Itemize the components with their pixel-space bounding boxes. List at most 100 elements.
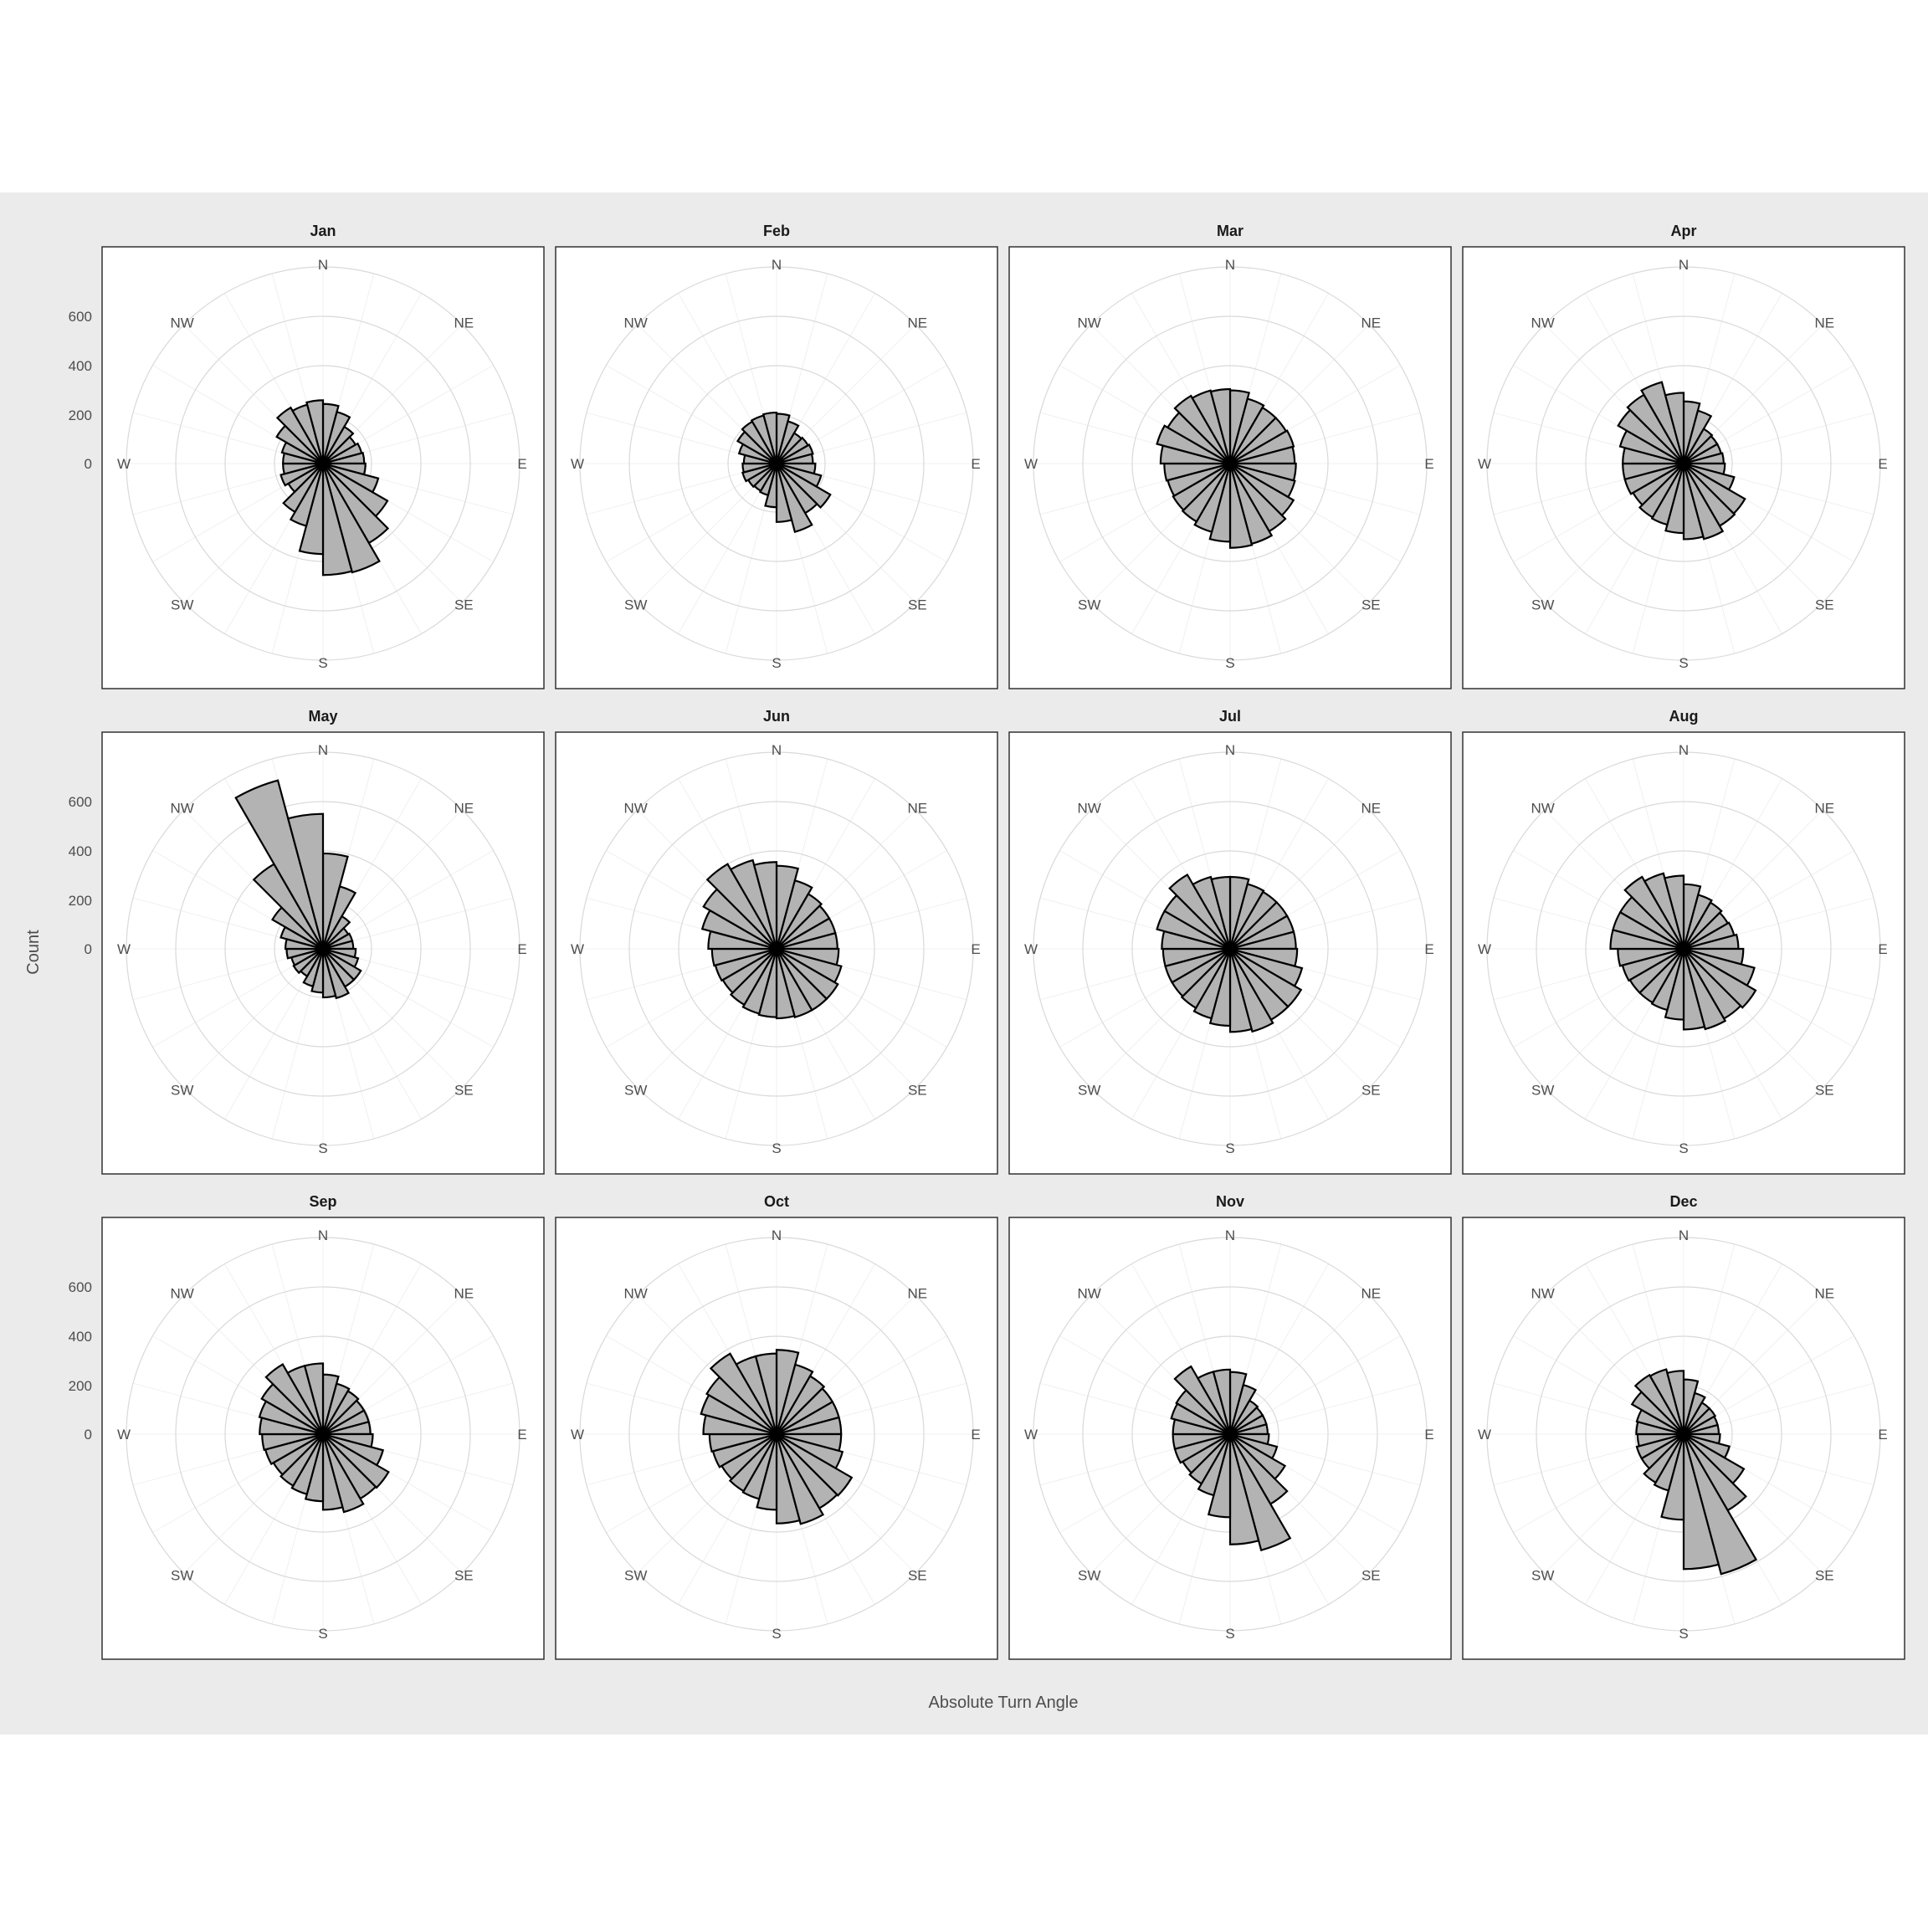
- rose-bar: [321, 463, 353, 577]
- rose-bar: [321, 948, 337, 999]
- grid-ring: [628, 801, 925, 1097]
- compass-label: E: [1424, 456, 1433, 472]
- panel-title: Oct: [764, 1193, 789, 1210]
- compass-label: NW: [1078, 315, 1101, 331]
- compass-label: SW: [1078, 597, 1100, 612]
- compass-label: N: [772, 257, 782, 273]
- rose-bar: [1173, 394, 1231, 464]
- rose-bar: [303, 1362, 325, 1435]
- grid-ring: [1033, 266, 1428, 661]
- compass-label: NW: [1078, 1286, 1101, 1302]
- compass-label: N: [772, 742, 782, 758]
- compass-label: W: [1478, 456, 1491, 472]
- compass-label: NE: [1361, 1286, 1381, 1302]
- rose-bar: [1172, 463, 1231, 512]
- compass-label: W: [117, 1427, 131, 1443]
- rose-bar: [741, 462, 777, 483]
- compass-label: W: [117, 456, 131, 472]
- compass-label: NE: [907, 801, 927, 817]
- rose-bar: [1228, 463, 1254, 549]
- y-axis-label: Count: [24, 930, 43, 975]
- grid-ring: [175, 315, 471, 612]
- compass-label: NW: [171, 315, 194, 331]
- panel-title: May: [308, 708, 337, 725]
- rose-bar: [322, 425, 355, 464]
- panel-feb: Feb N NE E SE S SW W NW: [555, 223, 998, 689]
- rose-bar: [322, 1389, 360, 1435]
- panel-title: Mar: [1217, 223, 1243, 239]
- compass-label: E: [1424, 1427, 1433, 1443]
- compass-label: SE: [908, 597, 927, 612]
- compass-label: S: [1679, 1140, 1688, 1156]
- rose-bar: [1180, 948, 1231, 1010]
- panel-title: Aug: [1669, 708, 1699, 725]
- panel-title: Jul: [1219, 708, 1241, 725]
- compass-label: W: [1478, 1427, 1491, 1443]
- rose-bar: [775, 463, 813, 534]
- grid-ring: [175, 801, 471, 1097]
- compass-label: N: [318, 257, 328, 273]
- compass-label: SW: [171, 1567, 193, 1583]
- rose-bar: [1682, 1433, 1720, 1571]
- rose-bar: [322, 1433, 390, 1489]
- rose-bar: [1643, 1433, 1684, 1484]
- rose-bar: [1643, 872, 1685, 950]
- rose-bar: [776, 1433, 854, 1497]
- compass-label: NE: [1814, 1286, 1834, 1302]
- rose-bar: [321, 1433, 344, 1511]
- panel-apr: Apr N NE E SE S SW W NW: [1462, 223, 1905, 689]
- rose-bar: [1228, 1433, 1292, 1552]
- rose-bar: [1683, 901, 1723, 950]
- compass-label: NE: [454, 315, 474, 331]
- panel-title: Dec: [1669, 1193, 1697, 1210]
- compass-label: E: [517, 941, 526, 957]
- compass-label: SE: [1815, 1567, 1834, 1583]
- grid-ring: [1082, 1286, 1378, 1582]
- panel-aug: Aug N NE E SE S SW W NW: [1462, 708, 1905, 1175]
- rose-bar: [1173, 1365, 1231, 1435]
- panel-title: Sep: [309, 1193, 336, 1210]
- compass-label: S: [772, 1626, 781, 1642]
- compass-label: W: [1024, 1427, 1038, 1443]
- grid-ring: [224, 1335, 422, 1533]
- compass-label: N: [1679, 257, 1689, 273]
- rose-bar: [1682, 948, 1706, 1031]
- grid-ring: [1536, 315, 1832, 612]
- grid-ring: [579, 1237, 974, 1632]
- rose-bar: [1683, 1407, 1717, 1435]
- compass-label: SE: [454, 1082, 474, 1098]
- compass-label: NE: [907, 1286, 927, 1302]
- panel-sep: Sep N NE E SE S SW W NW 0 200 400 600: [69, 1193, 545, 1660]
- rose-bar: [264, 1363, 324, 1435]
- rose-bar: [1640, 381, 1685, 464]
- compass-label: S: [1225, 655, 1234, 671]
- compass-label: NW: [171, 1286, 194, 1302]
- rose-bar: [709, 1352, 777, 1435]
- compass-label: NW: [1531, 1286, 1555, 1302]
- compass-label: E: [1878, 1427, 1887, 1443]
- compass-label: NW: [1531, 315, 1555, 331]
- compass-label: SE: [908, 1082, 927, 1098]
- rose-bar: [1191, 389, 1232, 464]
- rose-bar: [705, 863, 777, 950]
- rose-bar: [282, 463, 324, 514]
- compass-label: SW: [624, 597, 647, 612]
- y-tick-label: 0: [85, 456, 92, 472]
- compass-label: NE: [1814, 315, 1834, 331]
- compass-label: SE: [908, 1567, 927, 1583]
- rose-bar: [1229, 429, 1295, 465]
- rose-bar: [1683, 428, 1714, 464]
- rose-bar: [286, 812, 325, 950]
- rose-bar: [1683, 948, 1757, 1009]
- compass-label: S: [772, 1140, 781, 1156]
- grid-ring: [579, 751, 974, 1146]
- panel-jul: Jul N NE E SE S SW W NW: [1008, 708, 1452, 1175]
- rose-bar: [775, 948, 796, 1020]
- compass-label: NW: [624, 315, 648, 331]
- rose-bar: [1212, 1368, 1232, 1435]
- rose-bar: [1682, 463, 1705, 541]
- rose-bar: [1228, 948, 1274, 1033]
- rose-bar: [275, 406, 324, 464]
- y-tick-label: 0: [85, 941, 92, 957]
- grid-ring: [678, 365, 875, 562]
